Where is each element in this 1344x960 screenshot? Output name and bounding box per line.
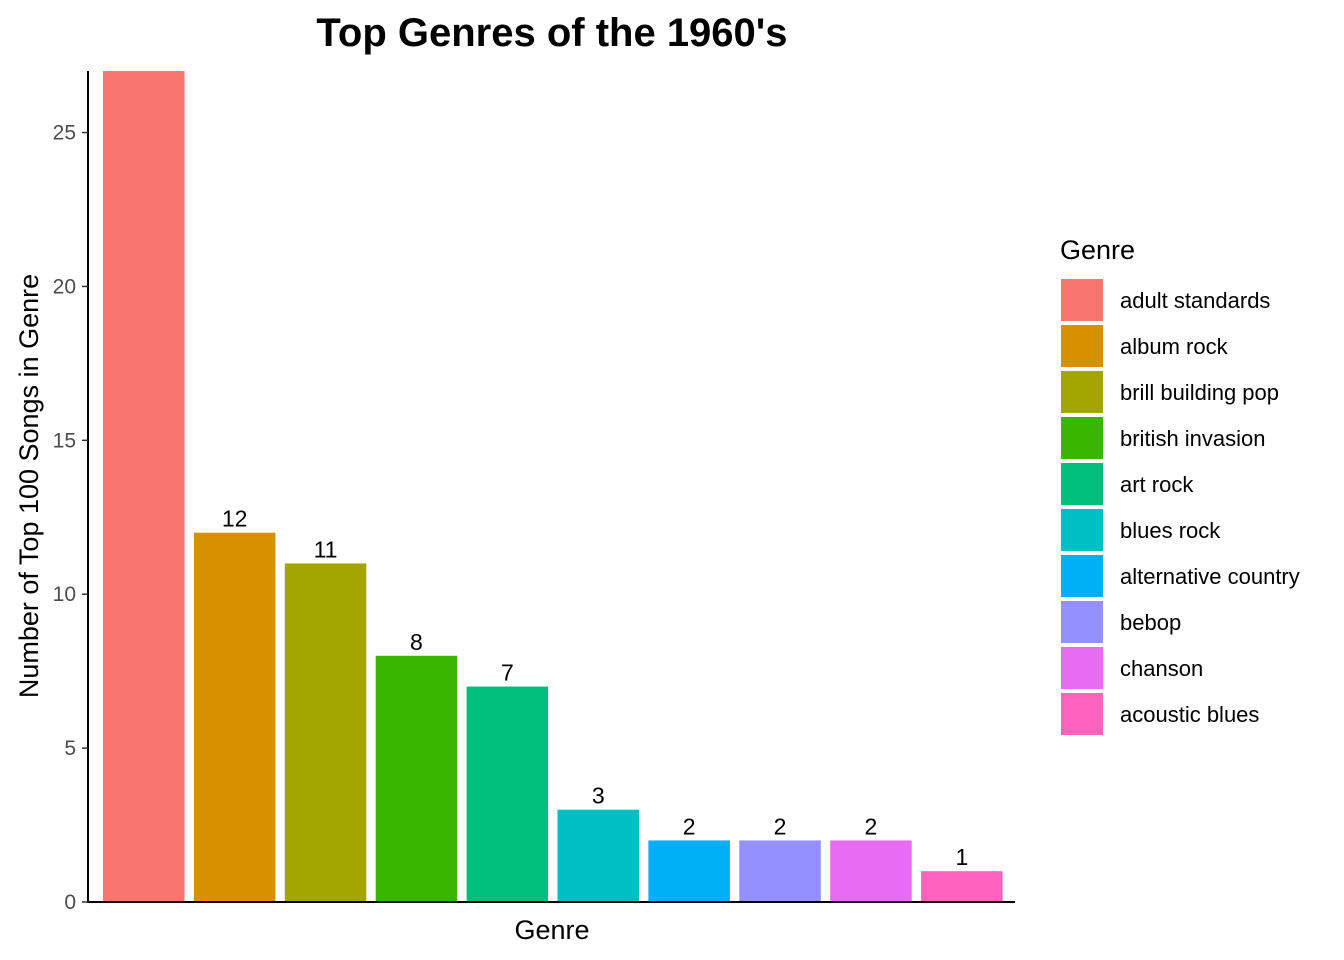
y-tick-label: 20 [53,275,76,298]
bar-alternative-country [648,840,730,902]
data-label-art-rock: 7 [501,660,514,686]
y-axis-title: Number of Top 100 Songs in Genre [14,274,44,698]
legend-label-bebop: bebop [1120,610,1181,635]
bar-blues-rock [557,809,639,902]
legend-label-chanson: chanson [1120,656,1203,681]
legend-key-adult-standards [1061,279,1103,321]
data-label-blues-rock: 3 [592,783,605,809]
legend-label-acoustic-blues: acoustic blues [1120,702,1259,727]
y-tick-label: 5 [64,737,76,760]
bar-art-rock [466,686,549,902]
legend: adult standards album rock brill building … [1061,279,1300,735]
legend-label-brill-building-pop: brill building pop [1120,380,1279,405]
y-tick-label: 10 [53,583,76,606]
bar-acoustic-blues [921,871,1003,902]
legend-label-alternative-country: alternative country [1120,564,1300,589]
bar-adult-standards [103,71,185,902]
chart-title: Top Genres of the 1960's [316,11,787,55]
data-label-bebop: 2 [774,813,787,839]
legend-label-british-invasion: british invasion [1120,426,1266,451]
legend-key-acoustic-blues [1061,693,1103,735]
y-tick-label: 15 [53,429,76,452]
legend-key-chanson [1061,647,1103,689]
bar-chanson [830,840,912,902]
bar-bebop [739,840,821,902]
data-label-album-rock: 12 [222,506,248,532]
bar-british-invasion [375,655,458,902]
data-label-british-invasion: 8 [410,629,423,655]
legend-key-bebop [1061,601,1103,643]
y-tick-label: 25 [53,122,76,145]
data-label-acoustic-blues: 1 [955,844,968,870]
bar-album-rock [193,532,276,902]
x-axis-title: Genre [514,915,589,945]
legend-key-brill-building-pop [1061,371,1103,413]
legend-key-alternative-country [1061,555,1103,597]
legend-label-art-rock: art rock [1120,472,1194,497]
y-tick-label: 0 [64,891,76,914]
legend-key-british-invasion [1061,417,1103,459]
legend-label-blues-rock: blues rock [1120,518,1221,543]
legend-label-adult-standards: adult standards [1120,288,1270,313]
data-label-alternative-country: 2 [683,813,696,839]
bar-brill-building-pop [284,563,367,902]
legend-title: Genre [1060,235,1135,265]
y-axis: 0 5 10 15 20 25 [53,71,89,914]
data-label-chanson: 2 [865,813,878,839]
legend-label-album-rock: album rock [1120,334,1229,359]
bars-group: 12 11 8 7 3 2 2 2 1 [103,71,1003,902]
legend-key-album-rock [1061,325,1103,367]
data-label-brill-building-pop: 11 [314,536,338,562]
legend-key-blues-rock [1061,509,1103,551]
legend-key-art-rock [1061,463,1103,505]
